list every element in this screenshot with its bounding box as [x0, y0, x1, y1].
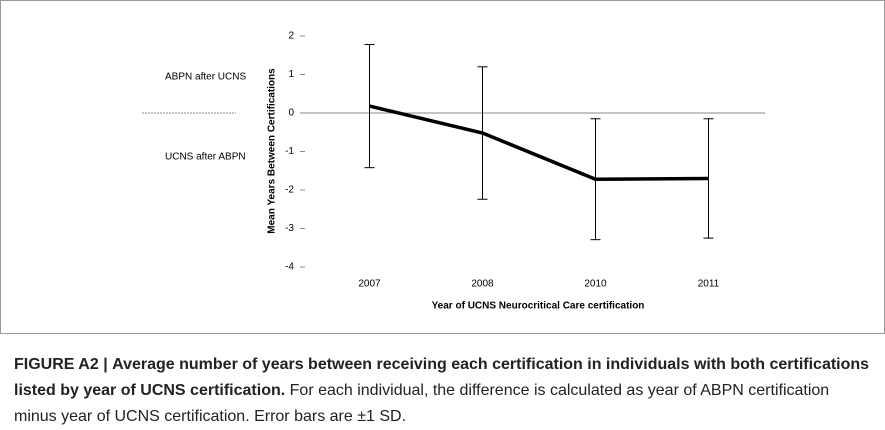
y-tick-label: 1 — [288, 69, 294, 80]
y-tick-label: 0 — [288, 108, 294, 119]
caption-text: For each individual, the difference is c… — [14, 382, 830, 425]
x-tick-label: 2011 — [698, 279, 720, 290]
chart: ABPN after UCNS UCNS after ABPN Year of … — [0, 0, 885, 334]
caption: FIGURE A2 | Average number of years betw… — [14, 352, 876, 430]
caption-label: FIGURE A2 | — [14, 356, 108, 373]
caption-title: Average number of years between receivin… — [14, 356, 870, 399]
x-axis-title: Year of UCNS Neurocritical Care certific… — [432, 301, 645, 312]
data-line — [369, 104, 709, 181]
y-tick-label: -3 — [285, 223, 294, 234]
annotation: ABPN after UCNS — [165, 72, 246, 83]
x-tick-label: 2007 — [358, 279, 381, 290]
y-tick-label: 2 — [288, 31, 294, 42]
x-tick-label: 2008 — [471, 279, 494, 290]
annotation: UCNS after ABPN — [165, 152, 246, 163]
y-tick-label: -2 — [285, 185, 294, 196]
y-tick-label: -4 — [285, 262, 294, 273]
x-tick-label: 2010 — [584, 279, 607, 290]
y-axis-title: Mean Years Between Certifications — [267, 68, 278, 234]
y-tick-label: -1 — [285, 146, 294, 157]
frame — [0, 0, 885, 334]
